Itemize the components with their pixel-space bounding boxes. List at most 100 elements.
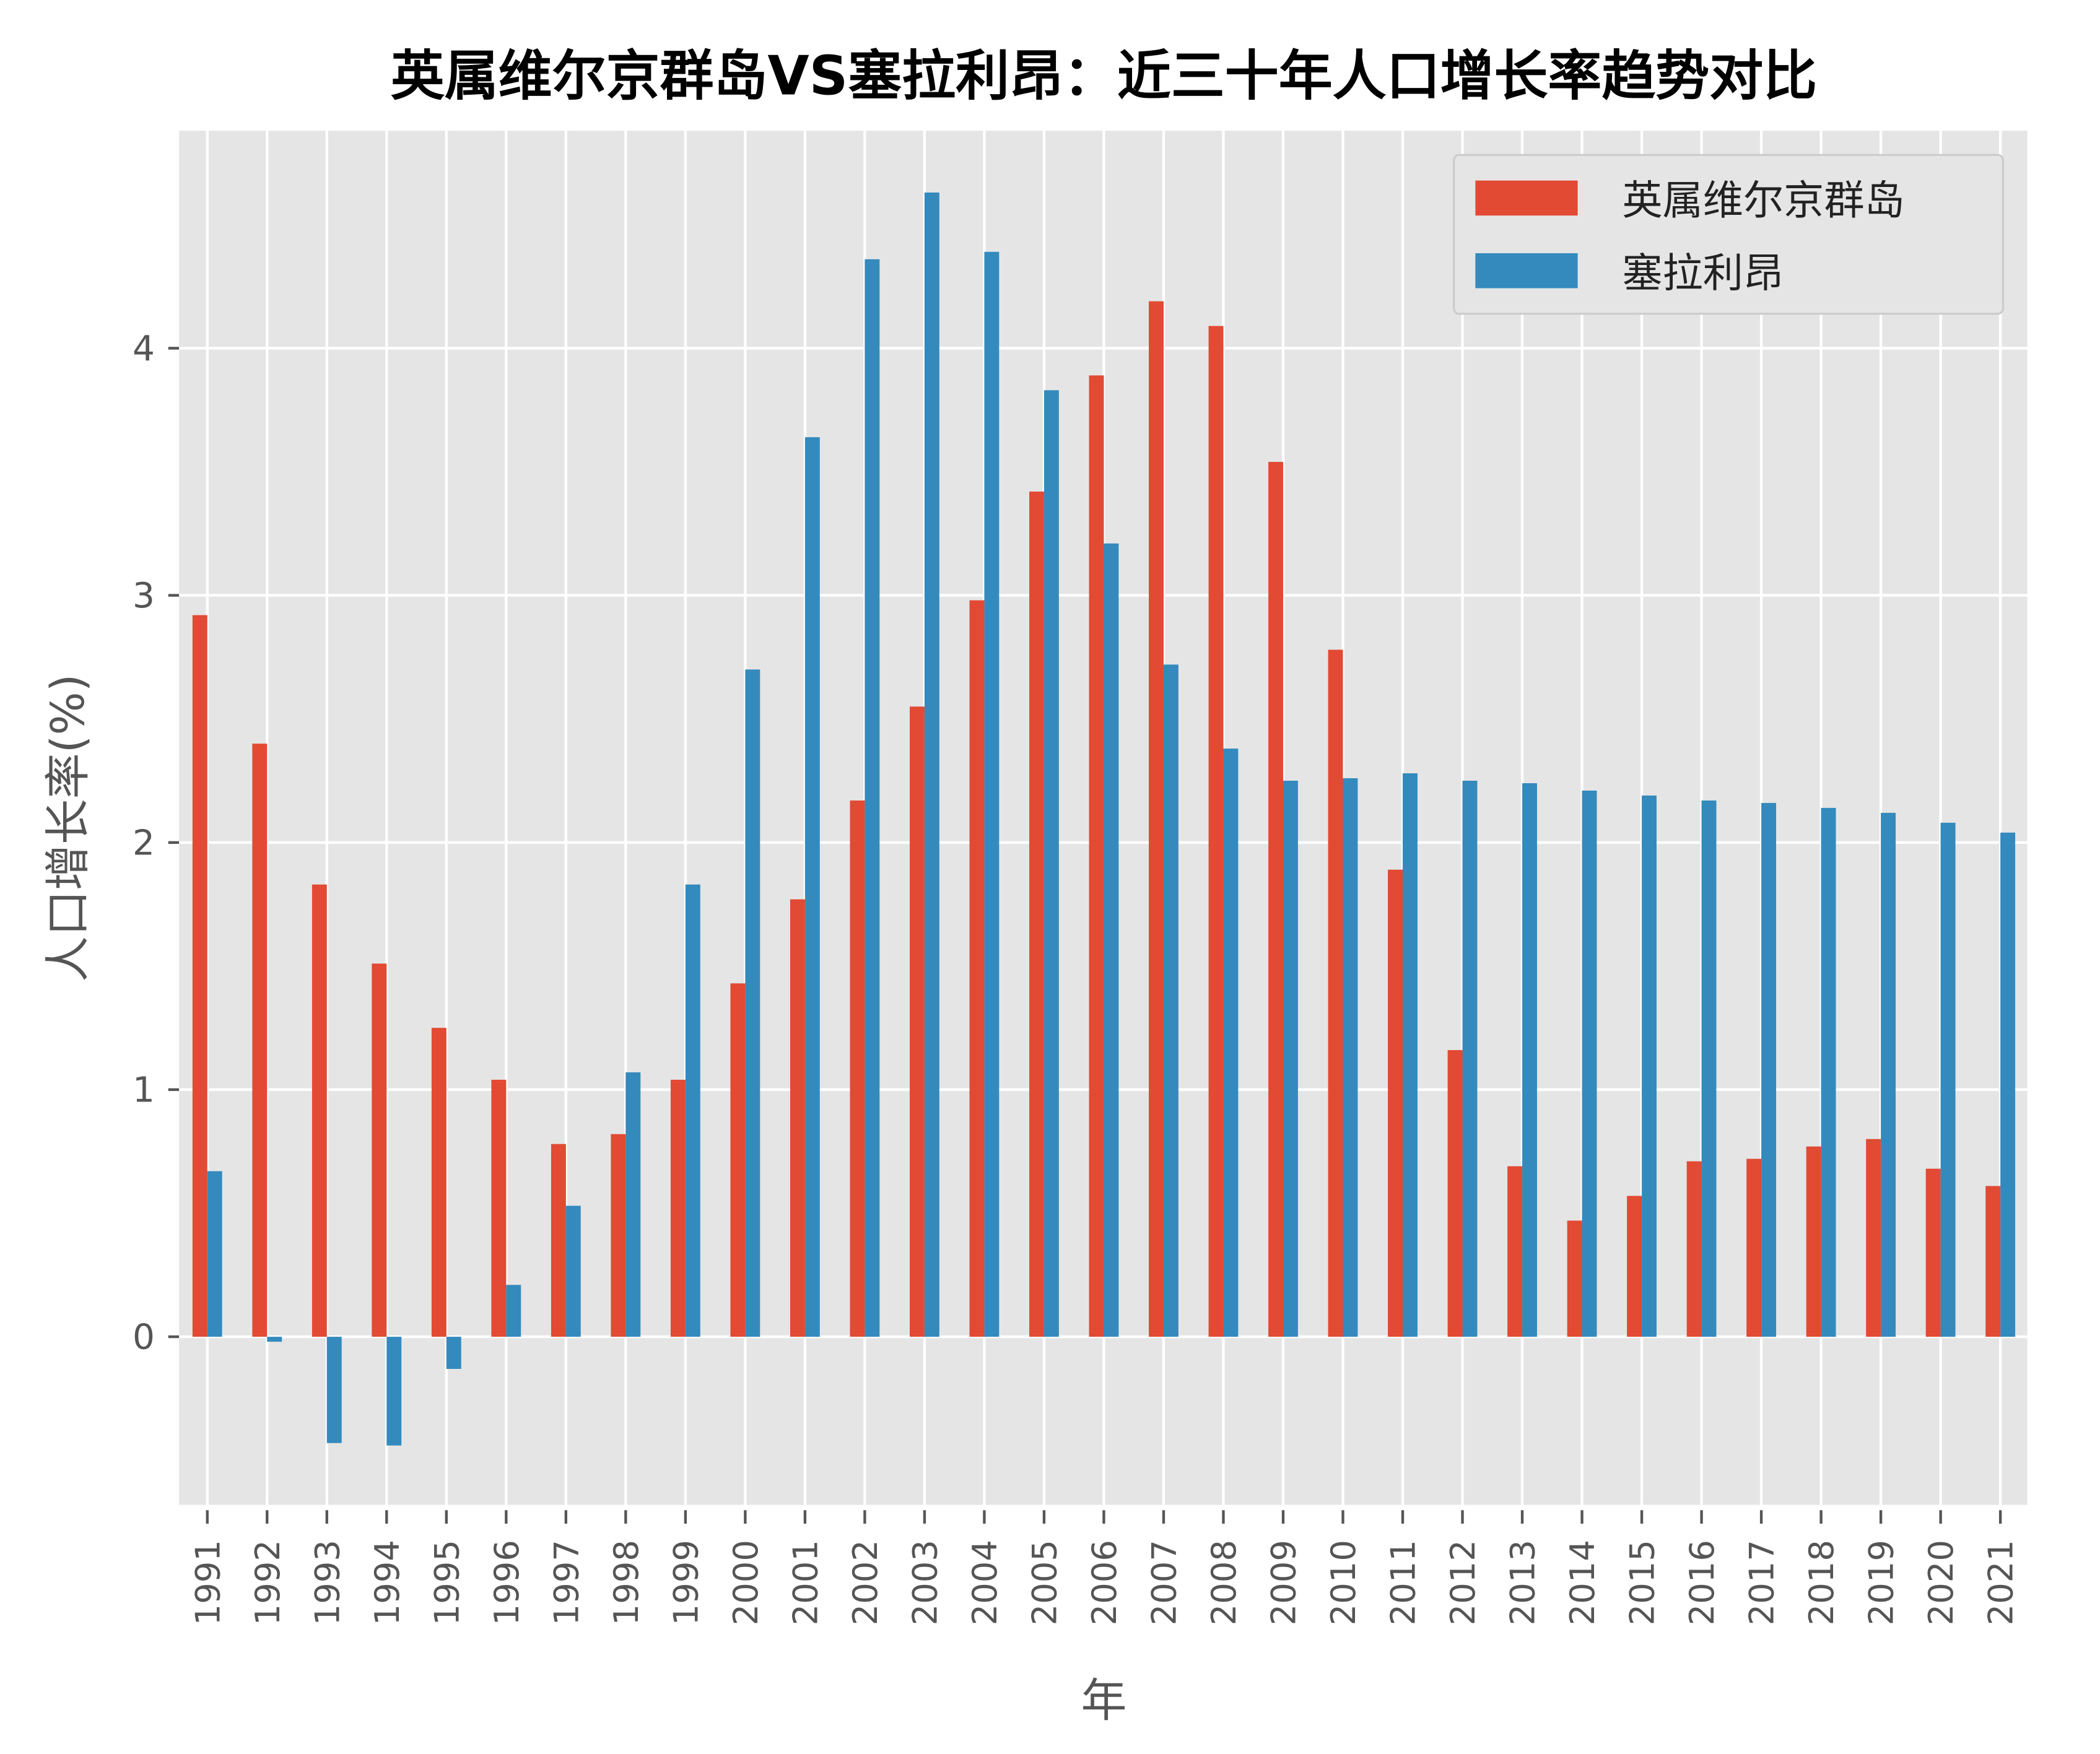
bar-sierra-leone-2007	[1163, 664, 1179, 1337]
y-tick-label: 0	[133, 1318, 155, 1358]
bar-bvi-2018	[1806, 1146, 1821, 1337]
bar-bvi-1994	[372, 963, 387, 1337]
legend-swatch-bvi	[1475, 180, 1578, 216]
y-axis-label: 人口增长率(%)	[41, 674, 95, 981]
x-tick-label: 2020	[1922, 1540, 1961, 1625]
bar-sierra-leone-2019	[1881, 812, 1896, 1337]
bar-sierra-leone-1994	[386, 1337, 402, 1446]
legend: 英属维尔京群岛 塞拉利昂	[1452, 154, 2005, 315]
bar-bvi-1996	[491, 1079, 507, 1337]
x-tick-label: 2016	[1683, 1540, 1722, 1625]
bar-sierra-leone-2000	[745, 669, 760, 1337]
y-tick-label: 2	[133, 823, 155, 863]
bar-bvi-2004	[969, 600, 985, 1337]
legend-swatch-sierra-leone	[1475, 253, 1578, 289]
x-axis-label: 年	[1081, 1674, 1126, 1727]
bar-sierra-leone-1996	[506, 1285, 521, 1337]
bar-bvi-2015	[1627, 1196, 1642, 1337]
bar-bvi-2016	[1686, 1161, 1702, 1337]
bar-sierra-leone-1991	[207, 1171, 222, 1337]
bar-bvi-1995	[431, 1028, 447, 1337]
bar-sierra-leone-2003	[924, 192, 939, 1337]
x-tick-label: 2019	[1862, 1540, 1901, 1625]
bar-sierra-leone-2001	[804, 437, 820, 1337]
bar-sierra-leone-2015	[1642, 795, 1657, 1337]
x-tick-label: 2017	[1743, 1540, 1782, 1625]
bar-sierra-leone-2006	[1104, 543, 1119, 1337]
bar-sierra-leone-2005	[1043, 390, 1059, 1337]
x-tick-label: 1992	[248, 1540, 287, 1625]
bar-sierra-leone-1992	[267, 1337, 282, 1342]
x-tick-label: 1993	[308, 1540, 347, 1625]
x-tick-label: 2004	[965, 1540, 1004, 1625]
legend-box	[1452, 154, 2005, 315]
bar-bvi-1999	[670, 1079, 686, 1337]
bar-bvi-2008	[1208, 326, 1224, 1337]
bar-bvi-2014	[1567, 1220, 1582, 1337]
x-tick-label: 2005	[1025, 1540, 1064, 1625]
bar-bvi-2005	[1029, 491, 1044, 1337]
x-tick-label: 2002	[846, 1540, 885, 1625]
x-tick-label: 2014	[1563, 1540, 1602, 1625]
bar-sierra-leone-2004	[984, 251, 1000, 1337]
bar-sierra-leone-1993	[326, 1337, 342, 1443]
x-tick-label: 1998	[607, 1540, 646, 1625]
bar-sierra-leone-1995	[446, 1337, 461, 1369]
x-tick-label: 2006	[1085, 1540, 1124, 1625]
y-tick-label: 1	[133, 1070, 155, 1111]
x-tick-label: 2003	[905, 1540, 944, 1625]
legend-label-bvi: 英属维尔京群岛	[1622, 177, 1904, 224]
x-tick-label: 1994	[368, 1540, 407, 1625]
x-tick-label: 2007	[1145, 1540, 1184, 1625]
x-tick-label: 2012	[1444, 1540, 1483, 1625]
x-tick-label: 1991	[188, 1540, 227, 1625]
bar-sierra-leone-2020	[1940, 822, 1956, 1337]
bar-sierra-leone-2009	[1283, 780, 1298, 1337]
x-tick-label: 2010	[1324, 1540, 1363, 1625]
x-tick-label: 1995	[427, 1540, 466, 1625]
bar-bvi-2009	[1268, 462, 1283, 1337]
bar-bvi-1992	[252, 744, 268, 1337]
bar-sierra-leone-2013	[1522, 783, 1537, 1337]
x-tick-label: 2000	[726, 1540, 765, 1625]
bar-bvi-2019	[1866, 1139, 1881, 1337]
x-tick-label: 2015	[1623, 1540, 1662, 1625]
y-tick-label: 3	[133, 576, 155, 616]
x-axis: 1991 1992 1993 1994 1995 1996 1997 1998 1999 2000…	[188, 1510, 2021, 1625]
chart-title: 英属维尔京群岛VS塞拉利昂：近三十年人口增长率趋势对比	[391, 44, 1817, 107]
bar-bvi-1997	[551, 1144, 566, 1337]
bar-bvi-2002	[850, 800, 865, 1337]
bar-sierra-leone-2018	[1821, 807, 1836, 1337]
bar-bvi-2011	[1388, 869, 1403, 1337]
y-tick-label: 4	[133, 329, 155, 369]
bar-sierra-leone-1999	[685, 884, 700, 1337]
bar-sierra-leone-2010	[1343, 778, 1358, 1337]
bar-sierra-leone-2011	[1403, 773, 1418, 1337]
bar-sierra-leone-2002	[865, 259, 880, 1337]
bar-bvi-2000	[730, 983, 746, 1337]
bar-bvi-1991	[192, 615, 207, 1337]
bar-bvi-2003	[909, 706, 925, 1337]
bar-sierra-leone-2014	[1582, 790, 1597, 1337]
x-tick-label: 2011	[1384, 1540, 1423, 1625]
x-tick-label: 2021	[1982, 1540, 2021, 1625]
legend-label-sierra-leone: 塞拉利昂	[1622, 250, 1784, 297]
x-tick-label: 2018	[1802, 1540, 1841, 1625]
x-tick-label: 2008	[1205, 1540, 1244, 1625]
x-tick-label: 1999	[666, 1540, 705, 1625]
bar-sierra-leone-2016	[1701, 800, 1717, 1337]
x-tick-label: 1996	[487, 1540, 526, 1625]
x-tick-label: 2009	[1265, 1540, 1304, 1625]
y-axis: 0 1 2 3 4	[133, 329, 180, 1358]
bar-bvi-2013	[1507, 1166, 1523, 1337]
bar-sierra-leone-2021	[2000, 832, 2016, 1337]
bar-bvi-2021	[1985, 1186, 2001, 1337]
bar-bvi-2017	[1746, 1158, 1762, 1337]
bar-bvi-1998	[611, 1134, 626, 1337]
bars	[192, 192, 2016, 1446]
bar-bvi-2001	[790, 899, 805, 1337]
bar-sierra-leone-1998	[625, 1072, 641, 1337]
bar-sierra-leone-2017	[1761, 802, 1777, 1337]
x-tick-label: 1997	[547, 1540, 586, 1625]
